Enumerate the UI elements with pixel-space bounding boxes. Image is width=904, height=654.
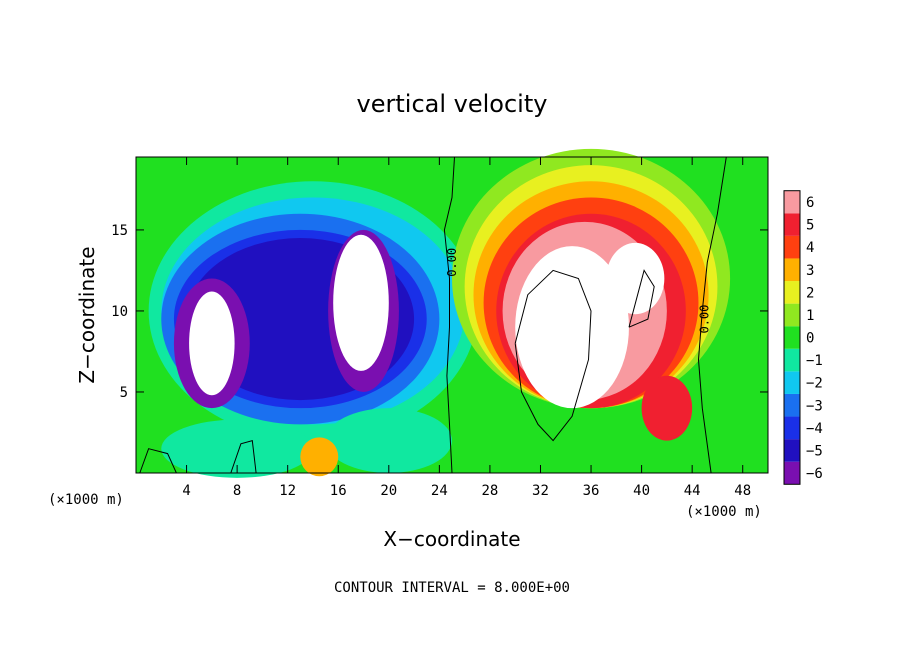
- zero-contour-line: [514, 269, 592, 442]
- zero-contour-line: [628, 269, 655, 328]
- colorbar-label: −4: [806, 421, 823, 437]
- colorbar-label: 1: [806, 308, 814, 324]
- zero-contours: 0.00 0.00: [139, 156, 727, 474]
- field-blob: [333, 234, 389, 371]
- colorbar-label: 2: [806, 285, 814, 301]
- colorbar-label: 5: [806, 218, 814, 234]
- colorbar-swatch: [784, 439, 800, 462]
- y-tick-label: 10: [111, 304, 128, 320]
- colorbar-swatch: [784, 326, 800, 349]
- y-axis: 5 10 15: [111, 223, 768, 401]
- field-blob: [641, 375, 693, 441]
- colorbar-label: −1: [806, 353, 823, 369]
- colorbar-swatch: [784, 235, 800, 259]
- x-tick-label: 16: [330, 483, 347, 499]
- colorbar-swatch: [784, 393, 800, 417]
- plot-frame: [135, 156, 769, 474]
- colorbar-label: −6: [806, 466, 823, 482]
- colorbar-swatch: [784, 371, 800, 394]
- x-axis-label: X−coordinate: [383, 527, 520, 551]
- x-unit-label-left: (×1000 m): [48, 492, 124, 508]
- zero-contour-line: [443, 156, 455, 474]
- x-tick-label: 4: [182, 483, 190, 499]
- x-axis: 4 8 12 16 20 24 28 32 36 40 44 48: [182, 157, 751, 499]
- colorbar-frame: [783, 190, 801, 485]
- x-tick-label: 40: [633, 483, 650, 499]
- colorbar-label: 0: [806, 331, 814, 347]
- x-tick-label: 12: [279, 483, 296, 499]
- contour-interval-note: CONTOUR INTERVAL = 8.000E+00: [334, 580, 570, 596]
- field-blob: [189, 291, 235, 396]
- x-tick-label: 36: [583, 483, 600, 499]
- colorbar-label: −3: [806, 398, 823, 414]
- y-axis-label: Z−coordinate: [75, 246, 99, 383]
- field-blob: [161, 419, 313, 478]
- contour-label: 0.00: [445, 248, 459, 277]
- zero-contour-line: [230, 439, 257, 474]
- x-tick-label: 48: [734, 483, 751, 499]
- colorbar-label: 3: [806, 263, 814, 279]
- x-tick-label: 8: [233, 483, 241, 499]
- x-tick-label: 20: [380, 483, 397, 499]
- colorbar-label: −5: [806, 443, 823, 459]
- colorbar-swatch: [784, 461, 800, 485]
- colorbar-swatch: [784, 348, 800, 372]
- field-blob: [300, 437, 339, 477]
- y-tick-label: 15: [111, 223, 128, 239]
- x-tick-label: 44: [684, 483, 701, 499]
- chart-title: vertical velocity: [357, 90, 548, 118]
- y-tick-label: 5: [120, 385, 128, 401]
- field-blob: [325, 408, 452, 473]
- field-blob: [606, 242, 665, 315]
- colorbar-label: −2: [806, 376, 823, 392]
- zero-contour-line: [139, 448, 177, 474]
- colorbar-swatch: [784, 303, 800, 327]
- colorbar-swatch: [784, 213, 800, 236]
- zero-contour-line: [697, 156, 727, 474]
- colorbar-swatch: [784, 258, 800, 282]
- velocity-field: [136, 148, 768, 478]
- colorbar-swatch: [784, 416, 800, 440]
- colorbar: −6 −5 −4 −3 −2 −1 0 1 2 3 4 5 6: [783, 190, 823, 485]
- x-tick-label: 24: [431, 483, 448, 499]
- colorbar-label: 6: [806, 195, 814, 211]
- x-unit-label-right: (×1000 m): [686, 504, 762, 520]
- x-tick-label: 28: [481, 483, 498, 499]
- colorbar-swatch: [784, 190, 800, 214]
- colorbar-label: 4: [806, 240, 814, 256]
- contour-label: 0.00: [698, 305, 712, 334]
- colorbar-swatch: [784, 281, 800, 304]
- x-tick-label: 32: [532, 483, 549, 499]
- field-blob: [515, 246, 629, 409]
